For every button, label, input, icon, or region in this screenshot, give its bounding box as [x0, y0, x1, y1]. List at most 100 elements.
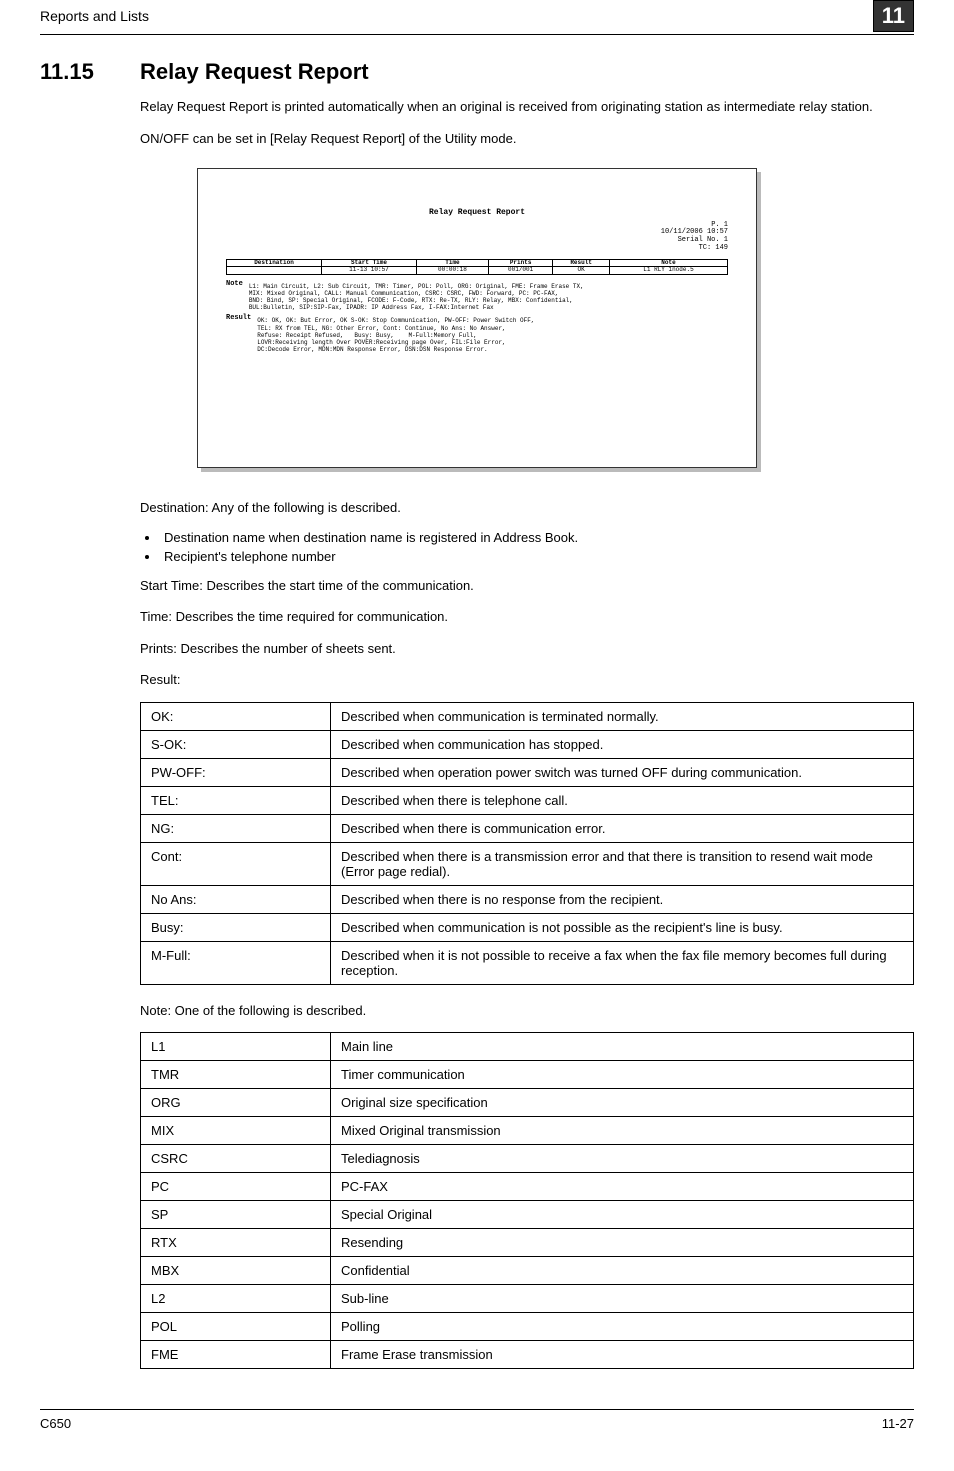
table-row: TEL:Described when there is telephone ca… [141, 786, 914, 814]
sample-title: Relay Request Report [226, 209, 728, 218]
table-value: Described when it is not possible to rec… [331, 941, 914, 984]
intro-p2: ON/OFF can be set in [Relay Request Repo… [140, 129, 914, 149]
sample-serial: Serial No. 1 [226, 237, 728, 245]
table-value: Frame Erase transmission [331, 1341, 914, 1369]
sample-report: Relay Request Report P. 1 10/11/2006 10:… [197, 168, 757, 468]
sample-td: 11-13 10:57 [321, 267, 416, 275]
table-value: Described when there is telephone call. [331, 786, 914, 814]
table-value: Timer communication [331, 1061, 914, 1089]
prints-line: Prints: Describes the number of sheets s… [140, 639, 914, 659]
bullet-item: Recipient's telephone number [160, 549, 914, 564]
table-key: M-Full: [141, 941, 331, 984]
table-row: SPSpecial Original [141, 1201, 914, 1229]
table-row: MIXMixed Original transmission [141, 1117, 914, 1145]
table-key: L2 [141, 1285, 331, 1313]
table-key: POL [141, 1313, 331, 1341]
table-row: POLPolling [141, 1313, 914, 1341]
intro-p1: Relay Request Report is printed automati… [140, 97, 914, 117]
table-row: PCPC-FAX [141, 1173, 914, 1201]
table-row: Busy:Described when communication is not… [141, 913, 914, 941]
table-value: Described when there is communication er… [331, 814, 914, 842]
footer-left: C650 [40, 1416, 71, 1431]
page-header: Reports and Lists 11 [40, 0, 914, 35]
sample-td: L1 RLY 1node.5 [609, 267, 727, 275]
table-row: L2Sub-line [141, 1285, 914, 1313]
table-key: MBX [141, 1257, 331, 1285]
table-value: Described when communication is terminat… [331, 702, 914, 730]
table-row: L1Main line [141, 1033, 914, 1061]
table-key: No Ans: [141, 885, 331, 913]
result-line: Result: [140, 670, 914, 690]
table-key: CSRC [141, 1145, 331, 1173]
note-table: L1Main lineTMRTimer communicationORGOrig… [140, 1032, 914, 1369]
table-row: No Ans:Described when there is no respon… [141, 885, 914, 913]
section-heading: 11.15 Relay Request Report [40, 59, 914, 85]
page-footer: C650 11-27 [40, 1409, 914, 1431]
table-value: Described when communication is not poss… [331, 913, 914, 941]
table-key: SP [141, 1201, 331, 1229]
sample-report-wrap: Relay Request Report P. 1 10/11/2006 10:… [40, 168, 914, 468]
table-row: S-OK:Described when communication has st… [141, 730, 914, 758]
table-value: Described when there is a transmission e… [331, 842, 914, 885]
table-key: RTX [141, 1229, 331, 1257]
sample-td: 001/001 [488, 267, 552, 275]
table-key: OK: [141, 702, 331, 730]
table-row: PW-OFF:Described when operation power sw… [141, 758, 914, 786]
destination-intro: Destination: Any of the following is des… [140, 498, 914, 518]
sample-result-text: OK: OK, OK: But Error, OK S-OK: Stop Com… [257, 317, 534, 353]
table-value: Sub-line [331, 1285, 914, 1313]
sample-note-label: Note [226, 281, 243, 312]
table-row: OK:Described when communication is termi… [141, 702, 914, 730]
start-time-line: Start Time: Describes the start time of … [140, 576, 914, 596]
sample-td: 00:00:18 [416, 267, 488, 275]
sample-table-row: 11-13 10:57 00:00:18 001/001 OK L1 RLY 1… [227, 267, 728, 275]
sample-p: P. 1 [226, 222, 728, 230]
table-key: MIX [141, 1117, 331, 1145]
table-key: FME [141, 1341, 331, 1369]
section-number: 11.15 [40, 59, 140, 85]
table-row: MBXConfidential [141, 1257, 914, 1285]
table-key: S-OK: [141, 730, 331, 758]
table-key: TEL: [141, 786, 331, 814]
sample-tc: TC: 149 [226, 245, 728, 253]
table-key: Cont: [141, 842, 331, 885]
sample-table: Destination Start Time Time Prints Resul… [226, 259, 728, 275]
table-row: Cont:Described when there is a transmiss… [141, 842, 914, 885]
table-value: Resending [331, 1229, 914, 1257]
destination-bullets: Destination name when destination name i… [160, 530, 914, 564]
table-row: ORGOriginal size specification [141, 1089, 914, 1117]
note-intro: Note: One of the following is described. [140, 1001, 914, 1021]
table-key: ORG [141, 1089, 331, 1117]
table-value: Special Original [331, 1201, 914, 1229]
table-key: PC [141, 1173, 331, 1201]
table-key: TMR [141, 1061, 331, 1089]
header-title: Reports and Lists [40, 8, 873, 24]
sample-th: Destination [227, 259, 322, 267]
sample-header-right: P. 1 10/11/2006 10:57 Serial No. 1 TC: 1… [226, 222, 728, 253]
table-value: Telediagnosis [331, 1145, 914, 1173]
table-key: PW-OFF: [141, 758, 331, 786]
sample-result-label: Result [226, 315, 251, 353]
sample-td: OK [553, 267, 610, 275]
chapter-badge: 11 [873, 0, 914, 32]
sample-note-text: L1: Main Circuit, L2: Sub Circuit, TMR: … [249, 283, 584, 312]
table-value: Polling [331, 1313, 914, 1341]
section-title: Relay Request Report [140, 59, 369, 85]
table-key: NG: [141, 814, 331, 842]
time-line: Time: Describes the time required for co… [140, 607, 914, 627]
sample-date: 10/11/2006 10:57 [226, 229, 728, 237]
table-value: Main line [331, 1033, 914, 1061]
sample-td [227, 267, 322, 275]
table-row: FMEFrame Erase transmission [141, 1341, 914, 1369]
table-row: CSRCTelediagnosis [141, 1145, 914, 1173]
table-value: Mixed Original transmission [331, 1117, 914, 1145]
bullet-item: Destination name when destination name i… [160, 530, 914, 545]
table-row: NG:Described when there is communication… [141, 814, 914, 842]
table-key: L1 [141, 1033, 331, 1061]
table-row: RTXResending [141, 1229, 914, 1257]
table-value: Confidential [331, 1257, 914, 1285]
table-value: Original size specification [331, 1089, 914, 1117]
table-value: PC-FAX [331, 1173, 914, 1201]
table-value: Described when communication has stopped… [331, 730, 914, 758]
result-table: OK:Described when communication is termi… [140, 702, 914, 985]
